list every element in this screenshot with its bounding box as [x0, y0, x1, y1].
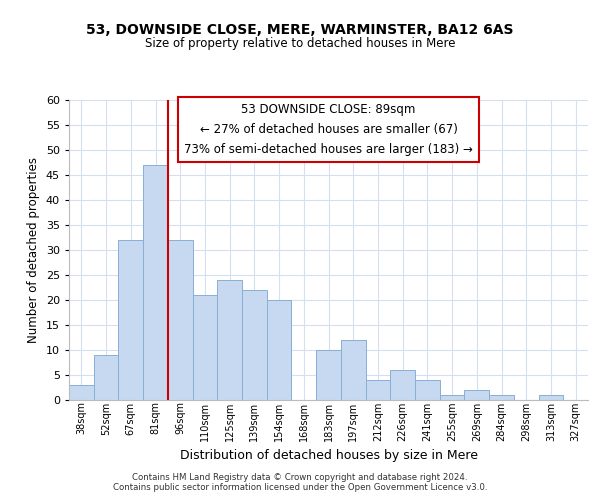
Text: 53, DOWNSIDE CLOSE, MERE, WARMINSTER, BA12 6AS: 53, DOWNSIDE CLOSE, MERE, WARMINSTER, BA… [86, 22, 514, 36]
Bar [242, 290, 267, 400]
Y-axis label: Number of detached properties: Number of detached properties [27, 157, 40, 343]
Text: 53 DOWNSIDE CLOSE: 89sqm
← 27% of detached houses are smaller (67)
73% of semi-d: 53 DOWNSIDE CLOSE: 89sqm ← 27% of detach… [184, 103, 473, 156]
Bar [415, 380, 440, 400]
Bar [440, 395, 464, 400]
Bar [94, 355, 118, 400]
Bar [316, 350, 341, 400]
Bar [168, 240, 193, 400]
Bar [143, 165, 168, 400]
Text: Size of property relative to detached houses in Mere: Size of property relative to detached ho… [145, 36, 455, 50]
Bar [69, 385, 94, 400]
X-axis label: Distribution of detached houses by size in Mere: Distribution of detached houses by size … [179, 449, 478, 462]
Text: Contains HM Land Registry data © Crown copyright and database right 2024.
Contai: Contains HM Land Registry data © Crown c… [113, 473, 487, 492]
Bar [489, 395, 514, 400]
Bar [464, 390, 489, 400]
Bar [118, 240, 143, 400]
Bar [390, 370, 415, 400]
Bar [539, 395, 563, 400]
Bar [217, 280, 242, 400]
Bar [193, 295, 217, 400]
Bar [365, 380, 390, 400]
Bar [341, 340, 365, 400]
Bar [267, 300, 292, 400]
